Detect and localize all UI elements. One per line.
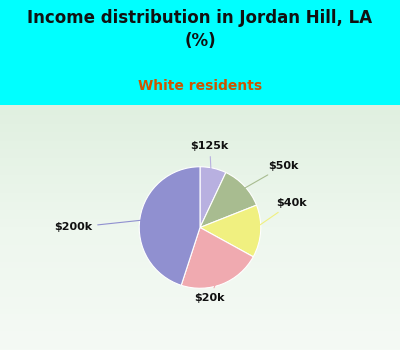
Text: White residents: White residents [138, 79, 262, 93]
Wedge shape [200, 205, 261, 257]
Wedge shape [139, 167, 200, 285]
Text: $200k: $200k [54, 220, 146, 232]
Text: $40k: $40k [254, 198, 307, 229]
Wedge shape [181, 228, 253, 288]
Text: $125k: $125k [191, 141, 229, 174]
Text: $50k: $50k [240, 161, 299, 191]
Text: Income distribution in Jordan Hill, LA
(%): Income distribution in Jordan Hill, LA (… [28, 9, 372, 49]
Wedge shape [200, 173, 256, 228]
Wedge shape [200, 167, 226, 228]
Text: $20k: $20k [194, 278, 225, 303]
